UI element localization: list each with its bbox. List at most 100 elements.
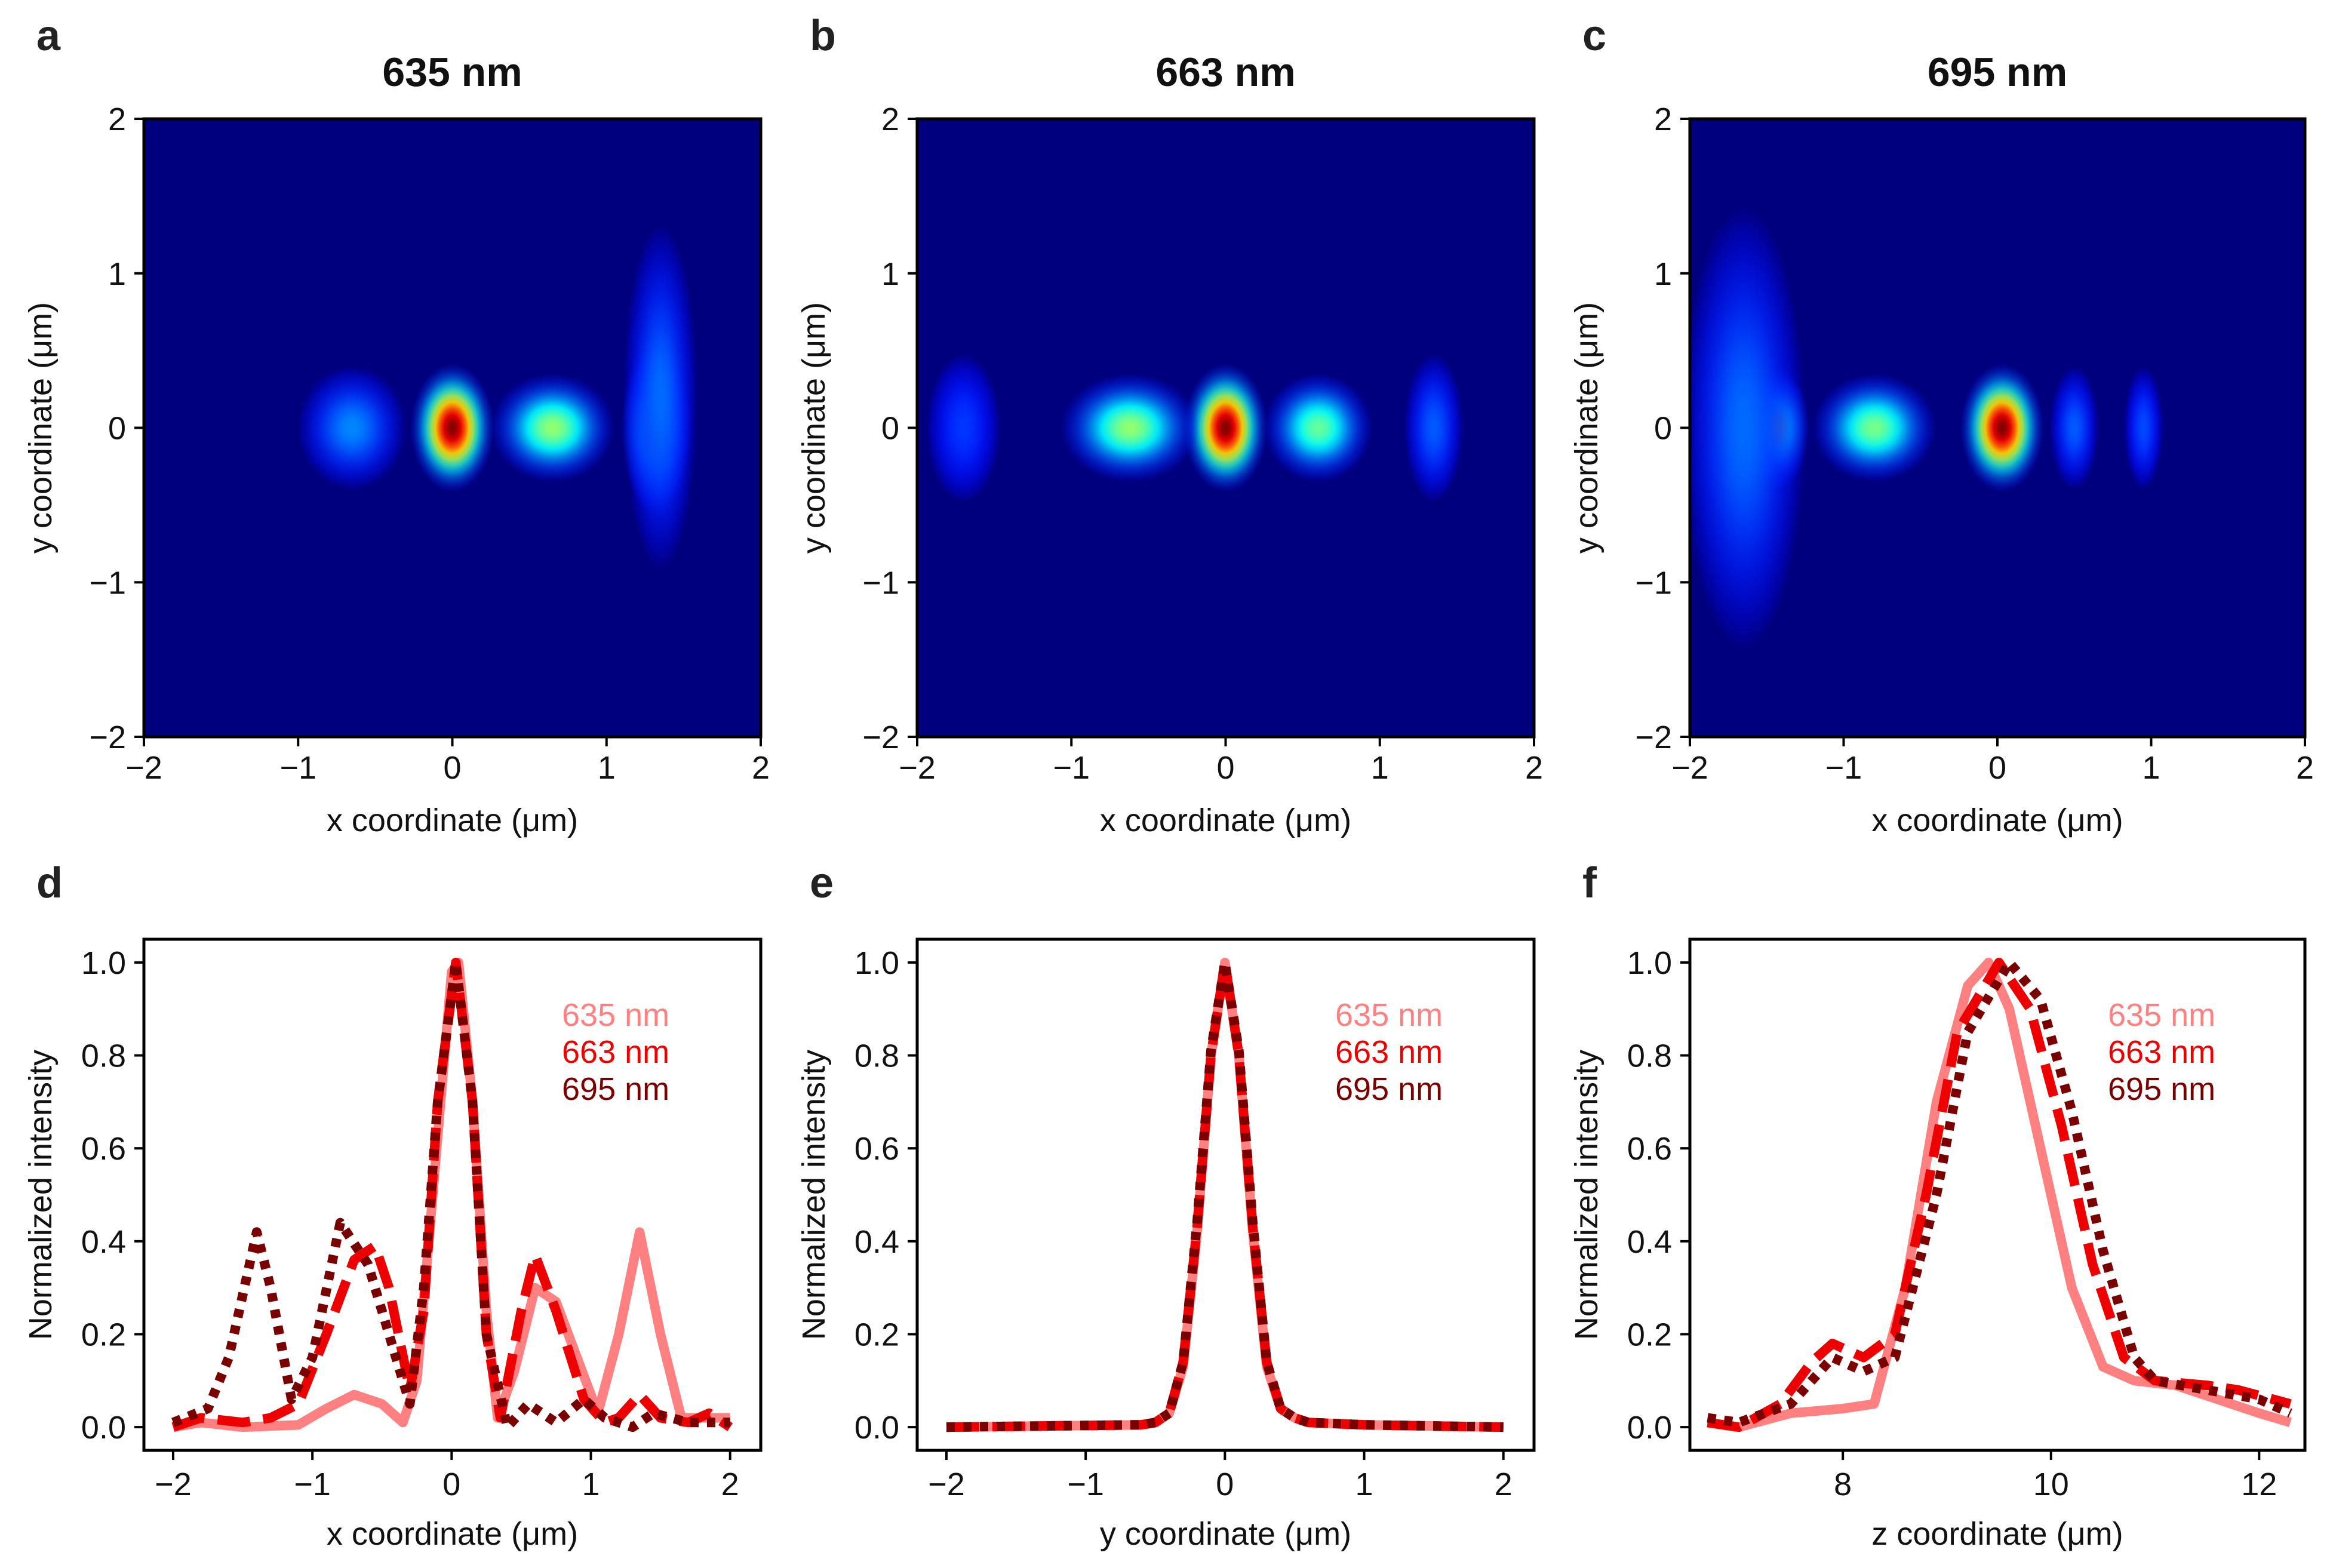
y-tick-label: 1 [1654,256,1672,292]
x-tick-label: 2 [1495,1466,1513,1502]
y-axis-label: Normalized intensity [796,1050,832,1340]
x-tick-label: 2 [2296,750,2314,786]
x-tick-label: 12 [2241,1466,2277,1502]
axes-frame [915,117,1536,739]
legend-entry: 635 nm [2108,997,2215,1033]
panel-letter: f [1582,859,1597,907]
intensity-spot [1690,206,1806,650]
plot-area [946,957,1504,1432]
x-tick-label: −1 [279,750,316,786]
x-tick-label: 2 [752,750,770,786]
axes-frame [142,117,763,739]
y-tick-label: 2 [108,102,126,137]
y-axis-label: Normalized intensity [1569,1050,1604,1340]
panel-letter: a [36,12,61,60]
panel-letter: b [810,12,836,60]
x-tick-label: −1 [1067,1466,1104,1502]
x-tick-label: 10 [2033,1466,2069,1502]
heatmap [1690,119,2305,737]
y-tick-label: 1.0 [1627,945,1672,981]
y-tick-label: 0.6 [1627,1131,1672,1167]
y-tick-label: 0.6 [854,1131,899,1167]
panel-letter: d [36,859,63,907]
x-tick-label: 1 [1355,1466,1373,1502]
x-axis-label: x coordinate (μm) [1100,803,1351,838]
y-axis-label: y coordinate (μm) [1569,302,1604,554]
y-tick-label: 0.4 [81,1224,126,1260]
intensity-spot [623,224,698,570]
y-tick-label: 0.2 [1627,1317,1672,1352]
y-tick-label: 0.0 [1627,1410,1672,1446]
intensity-spot [1184,364,1268,492]
heatmap [917,119,1534,737]
legend-entry: 663 nm [2108,1034,2215,1070]
y-tick-label: 2 [1654,102,1672,137]
legend-entry: 663 nm [1335,1034,1443,1070]
intensity-spot [1061,373,1200,482]
y-tick-label: 0.8 [1627,1038,1672,1074]
y-axis-label: Normalized intensity [23,1050,59,1340]
series-line-695-nm [171,957,730,1432]
intensity-spot [926,353,1001,502]
axes-frame [142,937,763,1452]
intensity-spot [2049,366,2099,490]
y-tick-label: 0.4 [1627,1224,1672,1260]
y-tick-label: 1.0 [854,945,899,981]
y-tick-label: 0.0 [81,1410,126,1446]
y-axis-label: y coordinate (μm) [796,302,832,554]
y-tick-label: 0 [1654,411,1672,447]
x-tick-label: −2 [125,750,162,786]
x-tick-label: 0 [442,1466,460,1502]
x-axis-label: x coordinate (μm) [1871,803,2123,838]
y-tick-label: 1.0 [81,945,126,981]
y-tick-label: 0.2 [854,1317,899,1352]
intensity-spot [1404,353,1464,502]
intensity-spot [1264,373,1373,482]
x-tick-label: 0 [1988,750,2006,786]
x-axis-label: y coordinate (μm) [1100,1516,1351,1552]
y-tick-label: 0.0 [854,1410,899,1446]
x-tick-label: 2 [1525,750,1543,786]
x-tick-label: −2 [1671,750,1708,786]
y-tick-label: −2 [1635,720,1672,755]
x-tick-label: 1 [2142,750,2160,786]
intensity-spot [297,366,407,490]
x-tick-label: 1 [598,750,616,786]
x-tick-label: −2 [928,1466,965,1502]
y-tick-label: 2 [881,102,899,137]
legend-entry: 695 nm [562,1071,669,1107]
plot-area [1707,957,2292,1432]
intensity-spot [1813,373,1936,482]
legend-entry: 635 nm [562,997,669,1033]
heatmap [144,119,761,737]
series-line-695-nm [946,957,1504,1432]
panel-title: 663 nm [1155,50,1295,95]
x-tick-label: 0 [443,750,461,786]
legend-entry: 695 nm [1335,1071,1443,1107]
legend-entry: 695 nm [2108,1071,2215,1107]
y-tick-label: 1 [108,256,126,292]
x-tick-label: −1 [1825,750,1862,786]
y-tick-label: −2 [89,720,126,755]
x-tick-label: 8 [1834,1466,1852,1502]
x-axis-label: x coordinate (μm) [327,803,578,838]
x-tick-label: −1 [294,1466,331,1502]
y-tick-label: 0.8 [81,1038,126,1074]
y-tick-label: 1 [881,256,899,292]
y-tick-label: 0 [881,411,899,447]
y-tick-label: 0.4 [854,1224,899,1260]
y-tick-label: 0.2 [81,1317,126,1352]
legend-entry: 663 nm [562,1034,669,1070]
panel-a: a 635 nm −2 −1 0 1 2 −2 −1 0 1 2 x coordinate (μm) y … [23,12,770,838]
panel-b: b 663 nm −2 −1 0 1 2 −2 −1 0 1 2 x coordinate (μm) y … [796,12,1543,838]
intensity-spot [410,364,494,492]
x-tick-label: −1 [1053,750,1090,786]
intensity-spot [491,373,614,482]
intensity-spot [1960,364,2044,492]
y-tick-label: −1 [862,565,899,601]
y-tick-label: −1 [89,565,126,601]
panel-title: 635 nm [382,50,522,95]
y-tick-label: 0 [108,411,126,447]
